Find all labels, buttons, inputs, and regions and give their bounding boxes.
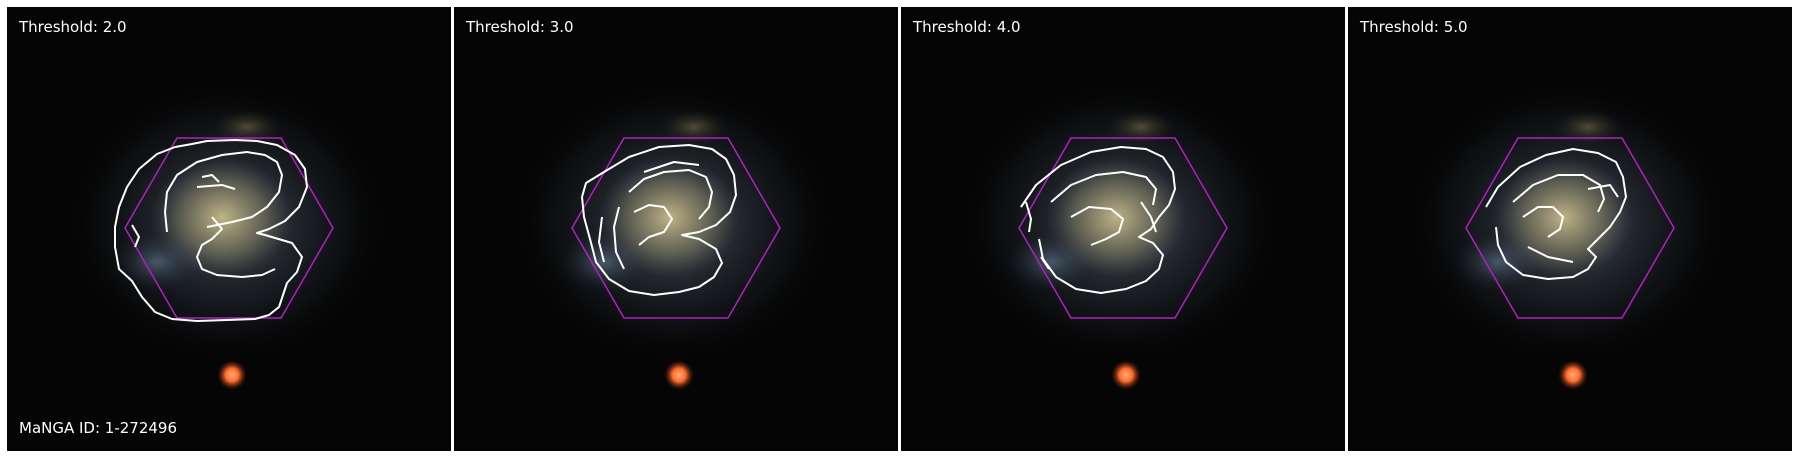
panel-title: Threshold: 4.0 xyxy=(913,18,1021,36)
galaxy-image xyxy=(454,7,898,451)
ifu-hexagon xyxy=(124,137,334,319)
star-source xyxy=(1558,360,1588,390)
ifu-hexagon xyxy=(571,137,781,319)
manga-id-label: MaNGA ID: 1-272496 xyxy=(19,419,178,437)
ifu-hexagon xyxy=(1465,137,1675,319)
panel-threshold-3: Threshold: 3.0 xyxy=(454,7,898,451)
ifu-hexagon xyxy=(1018,137,1228,319)
panel-threshold-2: Threshold: 2.0 MaNGA ID: 1-272496 xyxy=(7,7,451,451)
star-source xyxy=(664,360,694,390)
contour-lines xyxy=(1020,146,1176,294)
panel-threshold-4: Threshold: 4.0 xyxy=(901,7,1345,451)
galaxy-image xyxy=(7,7,451,451)
contour-lines xyxy=(114,139,308,322)
galaxy-image xyxy=(1348,7,1792,451)
star-source xyxy=(1111,360,1141,390)
panel-title: Threshold: 5.0 xyxy=(1360,18,1468,36)
contour-lines xyxy=(581,144,737,296)
contour-lines xyxy=(1485,148,1627,280)
panel-threshold-5: Threshold: 5.0 xyxy=(1348,7,1792,451)
panel-title: Threshold: 3.0 xyxy=(466,18,574,36)
panel-title: Threshold: 2.0 xyxy=(19,18,127,36)
galaxy-image xyxy=(901,7,1345,451)
star-source xyxy=(217,360,247,390)
